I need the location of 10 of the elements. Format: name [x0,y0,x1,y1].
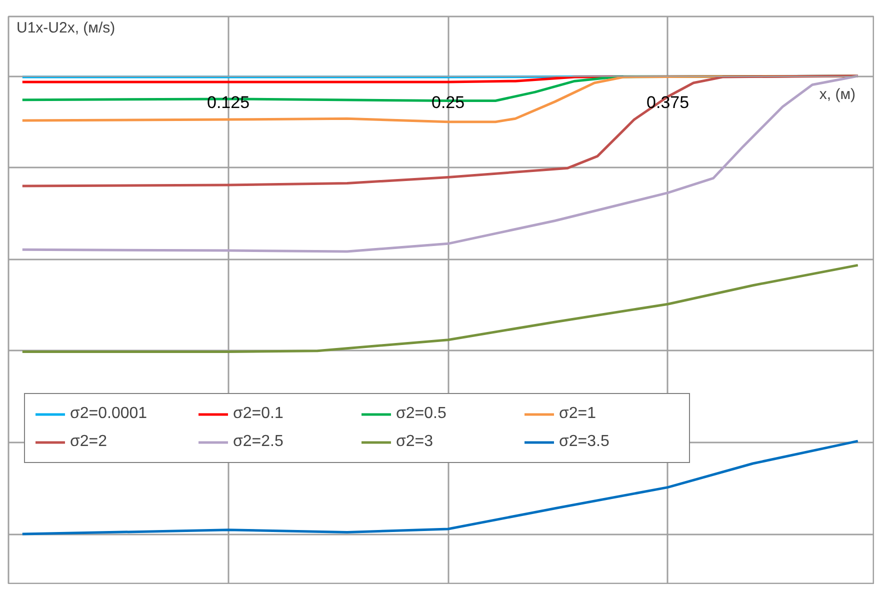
legend-label: σ2=2.5 [233,433,284,451]
y-axis-title: U1x-U2x, (м/s) [16,20,116,36]
legend-label: σ2=0.5 [396,405,448,423]
legend-label: σ2=3 [396,433,434,451]
legend-label: σ2=0.1 [233,405,284,423]
legend-label: σ2=2 [70,433,108,451]
x-axis-title: x, (м) [819,86,856,104]
legend-label: σ2=0.0001 [70,405,148,423]
legend-label: σ2=3.5 [559,433,610,451]
legend-label: σ2=1 [559,405,598,423]
